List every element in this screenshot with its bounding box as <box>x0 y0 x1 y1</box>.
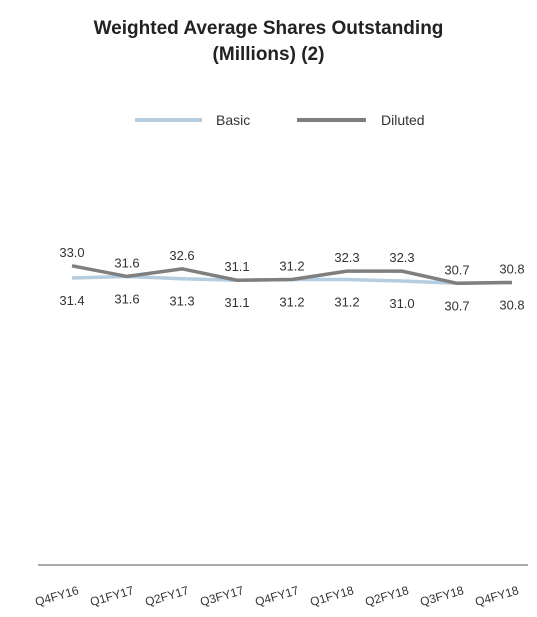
data-label-diluted: 32.6 <box>169 248 194 263</box>
data-label-diluted: 32.3 <box>389 250 414 265</box>
x-tick-label: Q1FY18 <box>308 583 355 609</box>
data-label-basic: 31.2 <box>279 294 304 309</box>
data-label-basic: 31.3 <box>169 294 194 309</box>
chart-title-line-2: (Millions) (2) <box>212 44 325 65</box>
data-label-diluted: 30.7 <box>444 262 469 277</box>
series-line-diluted <box>71 264 513 286</box>
data-label-diluted: 33.0 <box>59 245 84 260</box>
chart-title-line-1: Weighted Average Shares Outstanding <box>93 18 444 39</box>
data-label-diluted: 30.8 <box>499 262 524 277</box>
data-label-basic: 31.0 <box>389 296 414 311</box>
legend-label-basic: Basic <box>216 112 250 128</box>
data-label-basic: 30.8 <box>499 298 524 313</box>
x-tick-label: Q2FY17 <box>143 583 190 609</box>
data-label-basic: 31.4 <box>59 293 84 308</box>
data-label-basic: 30.7 <box>444 298 469 313</box>
data-label-diluted: 31.6 <box>114 255 139 270</box>
data-label-diluted: 31.2 <box>279 258 304 273</box>
data-label-basic: 31.1 <box>224 295 249 310</box>
data-label-diluted: 32.3 <box>334 250 359 265</box>
x-tick-label: Q2FY18 <box>363 583 410 609</box>
x-tick-label: Q4FY16 <box>33 583 80 609</box>
x-tick-label: Q4FY18 <box>473 583 520 609</box>
legend-label-diluted: Diluted <box>381 112 425 128</box>
data-label-basic: 31.6 <box>114 291 139 306</box>
data-label-diluted: 31.1 <box>224 259 249 274</box>
x-tick-label: Q1FY17 <box>88 583 135 609</box>
x-tick-label: Q3FY17 <box>198 583 245 609</box>
x-tick-label: Q3FY18 <box>418 583 465 609</box>
x-tick-label: Q4FY17 <box>253 583 300 609</box>
data-label-basic: 31.2 <box>334 294 359 309</box>
